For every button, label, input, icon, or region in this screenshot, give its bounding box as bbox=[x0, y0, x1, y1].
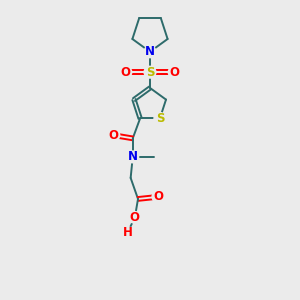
Text: O: O bbox=[130, 211, 140, 224]
Circle shape bbox=[122, 227, 134, 239]
Text: S: S bbox=[146, 66, 154, 79]
Circle shape bbox=[108, 129, 120, 141]
Text: O: O bbox=[109, 129, 119, 142]
Text: N: N bbox=[145, 45, 155, 58]
Circle shape bbox=[154, 112, 166, 124]
Circle shape bbox=[144, 46, 156, 58]
Text: O: O bbox=[121, 66, 131, 79]
Circle shape bbox=[129, 212, 141, 223]
Text: N: N bbox=[128, 150, 138, 164]
Text: H: H bbox=[123, 226, 132, 239]
Text: O: O bbox=[153, 190, 163, 203]
Circle shape bbox=[144, 66, 156, 78]
Circle shape bbox=[127, 151, 139, 163]
Circle shape bbox=[120, 66, 132, 78]
Circle shape bbox=[152, 191, 164, 203]
Text: O: O bbox=[169, 66, 179, 79]
Text: S: S bbox=[156, 112, 164, 125]
Circle shape bbox=[168, 66, 180, 78]
